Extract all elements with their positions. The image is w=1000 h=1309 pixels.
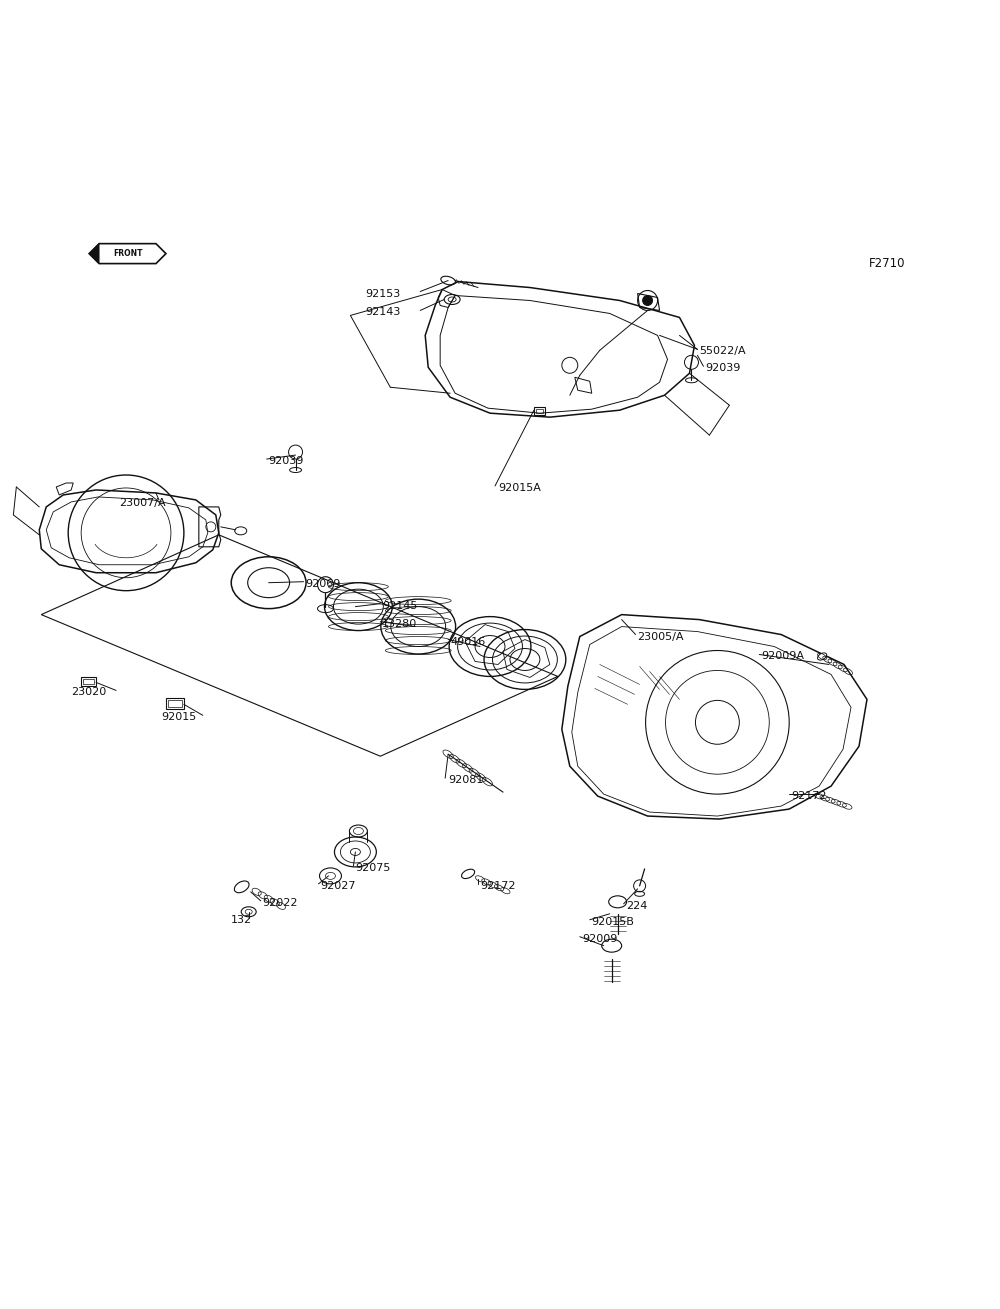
Text: 23020: 23020	[71, 687, 106, 698]
Text: 92015: 92015	[161, 712, 196, 723]
Text: 132: 132	[231, 915, 252, 924]
Text: 49016: 49016	[450, 636, 485, 647]
Text: 13280: 13280	[382, 619, 418, 628]
Text: 92081: 92081	[448, 775, 484, 785]
Text: 23005/A: 23005/A	[638, 631, 684, 641]
Text: F2710: F2710	[869, 257, 905, 270]
Text: FRONT: FRONT	[113, 249, 143, 258]
Text: 92009A: 92009A	[761, 652, 804, 661]
Text: 224: 224	[626, 901, 647, 911]
Text: 55022/A: 55022/A	[699, 347, 746, 356]
Polygon shape	[89, 243, 99, 263]
Text: 92172: 92172	[791, 791, 827, 801]
Text: 92172: 92172	[480, 881, 516, 891]
Text: 92027: 92027	[320, 881, 356, 891]
Text: 92143: 92143	[365, 308, 401, 318]
Text: 92022: 92022	[263, 898, 298, 908]
Text: 92009: 92009	[582, 933, 617, 944]
Text: 92145: 92145	[382, 601, 418, 610]
Text: 92069: 92069	[306, 579, 341, 589]
Text: 92015B: 92015B	[592, 916, 635, 927]
Text: 92153: 92153	[365, 288, 401, 298]
Text: 92075: 92075	[355, 863, 391, 873]
Text: 92039: 92039	[705, 364, 741, 373]
Text: 92015A: 92015A	[498, 483, 541, 493]
Circle shape	[643, 296, 653, 305]
Ellipse shape	[818, 653, 827, 660]
Polygon shape	[89, 243, 166, 263]
Text: 23007/A: 23007/A	[119, 497, 166, 508]
Text: 92039: 92039	[269, 456, 304, 466]
